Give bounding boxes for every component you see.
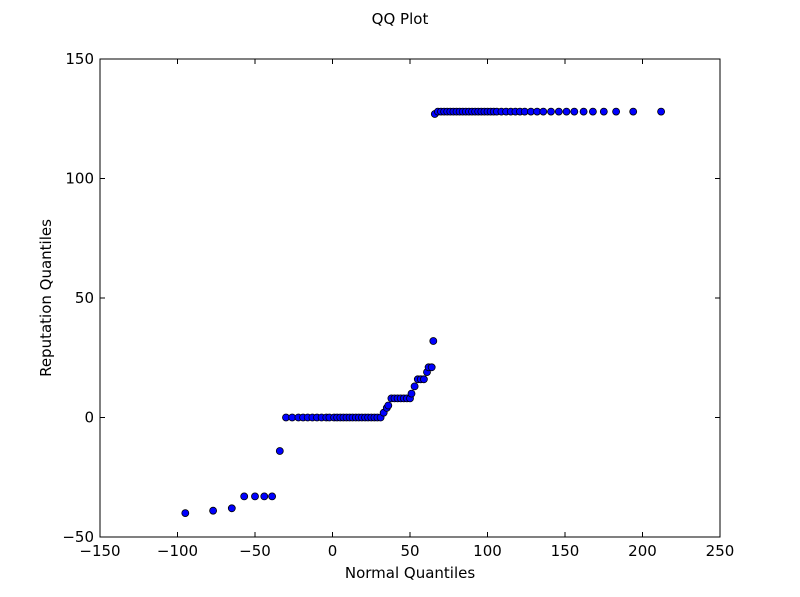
y-tick-label: 100	[65, 170, 94, 188]
data-point	[554, 107, 563, 116]
x-axis-label: Normal Quantiles	[345, 564, 475, 582]
data-point	[539, 107, 548, 116]
y-tick-label: 0	[84, 409, 94, 427]
data-point	[547, 107, 555, 116]
data-point	[384, 401, 393, 410]
data-point	[240, 492, 249, 501]
data-point	[427, 363, 436, 372]
x-tick-label: 250	[706, 542, 735, 560]
data-point	[181, 509, 190, 517]
x-tick-label: 50	[400, 542, 419, 560]
y-axis-label: Reputation Quantiles	[37, 219, 55, 377]
data-point	[410, 382, 419, 391]
scatter-points	[181, 107, 665, 517]
x-tick-label: −50	[239, 542, 271, 560]
y-tick-label: 50	[75, 289, 94, 307]
data-point	[260, 492, 269, 501]
data-point	[612, 107, 620, 116]
data-point	[562, 107, 571, 116]
data-point	[227, 504, 236, 513]
data-point	[570, 107, 579, 116]
x-tick-label: 0	[328, 542, 338, 560]
data-point	[407, 389, 416, 398]
x-tick-label: 100	[473, 542, 502, 560]
data-point	[599, 107, 608, 116]
data-point	[579, 107, 588, 116]
data-point	[419, 375, 428, 384]
data-point	[589, 107, 597, 116]
data-point	[429, 337, 438, 345]
x-tick-label: −150	[79, 542, 120, 560]
data-point	[268, 492, 277, 501]
x-tick-label: −100	[157, 542, 198, 560]
y-tick-label: 150	[65, 50, 94, 68]
data-point	[251, 492, 259, 501]
data-point	[275, 447, 284, 455]
data-point	[209, 506, 218, 515]
x-axis-ticks: −150 −100 −50 0 50 100 150 200 250	[79, 59, 734, 560]
data-point	[657, 107, 665, 116]
data-point	[629, 107, 638, 116]
chart-title: QQ Plot	[372, 10, 429, 28]
y-axis-ticks: −50 0 50 100 150	[62, 50, 720, 546]
y-tick-label: −50	[62, 528, 94, 546]
x-tick-label: 150	[551, 542, 580, 560]
x-tick-label: 200	[628, 542, 657, 560]
